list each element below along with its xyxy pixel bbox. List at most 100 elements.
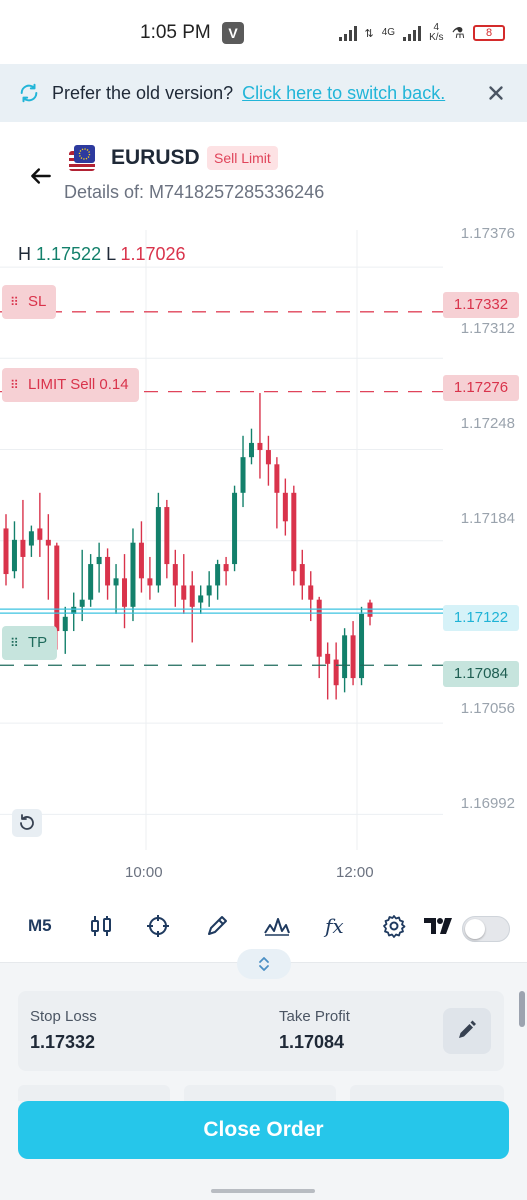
reset-chart-button[interactable]: [12, 809, 42, 837]
take-profit-value: 1.17084: [279, 1032, 345, 1052]
price-axis-label: 1.17248: [460, 415, 515, 432]
candle-body: [240, 457, 246, 493]
current-price-tag: 1.17122: [443, 605, 519, 631]
switch-back-link[interactable]: Click here to switch back.: [242, 83, 446, 103]
stop-loss-value: 1.17332: [30, 1032, 96, 1052]
candle-body: [325, 653, 331, 664]
candle-body: [181, 585, 187, 600]
take-profit-label: Take Profit: [279, 1008, 350, 1025]
candle-body: [164, 507, 170, 565]
timeframe-button[interactable]: M5: [28, 916, 52, 935]
candle-body: [282, 492, 288, 522]
candle-body: [333, 659, 339, 686]
chart-canvas[interactable]: [0, 222, 527, 882]
candle-body: [45, 539, 51, 546]
indicators-icon[interactable]: [263, 912, 291, 940]
chart-toolbar: M5 fx: [0, 906, 527, 946]
candle-body: [274, 464, 280, 493]
signal-icon: [338, 25, 357, 41]
status-icons: ⇅ 4G 4 K/s ⚗ 8: [338, 18, 505, 48]
candle-body: [223, 564, 229, 572]
status-time: 1:05 PM: [140, 22, 211, 43]
network-type: 4G: [381, 27, 396, 38]
pencil-icon[interactable]: [204, 912, 230, 940]
tp-line-handle[interactable]: ⠿ TP: [2, 626, 58, 660]
signal-icon-2: [403, 25, 422, 41]
candle-body: [130, 542, 136, 607]
sl-label: SL: [28, 293, 47, 310]
battery-icon: 8: [473, 25, 505, 41]
candle-body: [62, 616, 68, 632]
order-type-badge: Sell Limit: [207, 146, 278, 170]
candle-body: [79, 599, 85, 607]
order-details: Details of: M7418257285336246: [64, 182, 325, 202]
collapsed-cards: [18, 1085, 504, 1101]
status-bar: 1:05 PM V ⇅ 4G 4 K/s ⚗ 8: [0, 0, 527, 64]
high-label: H: [18, 244, 31, 264]
price-axis-label: 1.17184: [460, 510, 515, 527]
close-order-button[interactable]: Close Order: [18, 1101, 509, 1159]
candle-body: [257, 442, 263, 451]
symbol-title: EURUSD: [111, 146, 200, 169]
expand-handle-button[interactable]: [237, 949, 291, 979]
candle-body: [248, 442, 254, 458]
drag-grip-icon: ⠿: [10, 636, 19, 650]
net-speed: 4 K/s: [429, 22, 444, 43]
scrollbar[interactable]: [519, 991, 525, 1027]
order-panel: Stop Loss 1.17332 Take Profit 1.17084 Cl…: [0, 949, 527, 1200]
candle-body: [198, 595, 204, 603]
candle-body: [3, 528, 9, 575]
candles-icon[interactable]: [88, 912, 114, 940]
candle-body: [206, 585, 212, 596]
data-arrows-icon: ⇅: [364, 27, 374, 40]
settings-icon[interactable]: [381, 912, 407, 940]
time-axis-label: 10:00: [125, 864, 163, 881]
drag-grip-icon: ⠿: [10, 378, 19, 392]
chart-toggle-switch[interactable]: [462, 916, 510, 942]
candle-body: [359, 613, 365, 679]
toggle-knob: [465, 919, 485, 939]
candle-body: [37, 528, 43, 540]
back-arrow-icon[interactable]: [28, 163, 54, 189]
candle-body: [105, 556, 111, 586]
edit-sl-tp-button[interactable]: [443, 1008, 491, 1054]
high-low-readout: H 1.17522 L 1.17026: [18, 244, 186, 265]
candle-body: [54, 545, 60, 632]
sl-price-tag: 1.17332: [443, 292, 519, 318]
candle-body: [189, 585, 195, 607]
candle-body: [342, 635, 348, 679]
candle-body: [88, 564, 94, 600]
candle-body: [96, 556, 102, 565]
flask-icon: ⚗: [451, 25, 465, 42]
switch-version-banner: Prefer the old version? Click here to sw…: [0, 64, 527, 122]
low-label: L: [106, 244, 116, 264]
tp-label: TP: [28, 634, 48, 651]
system-nav-bar: [0, 1175, 527, 1200]
candle-body: [291, 492, 297, 572]
price-axis-label: 1.17312: [460, 320, 515, 337]
sl-line-handle[interactable]: ⠿ SL: [2, 285, 57, 319]
tradingview-logo-icon: [423, 912, 455, 940]
price-axis-label: 1.16992: [460, 795, 515, 812]
expand-chevron-icon: [259, 957, 269, 971]
limit-label: LIMIT Sell 0.14: [28, 376, 129, 393]
sl-tp-card: Stop Loss 1.17332 Take Profit 1.17084: [18, 991, 504, 1071]
pencil-icon: [459, 1020, 476, 1038]
time-axis-label: 12:00: [336, 864, 374, 881]
home-gesture-pill[interactable]: [211, 1189, 315, 1193]
banner-message: Prefer the old version?: [52, 83, 234, 103]
candle-body: [122, 578, 128, 607]
candle-body: [20, 539, 26, 557]
stop-loss-label: Stop Loss: [30, 1008, 97, 1025]
crosshair-icon[interactable]: [145, 912, 171, 940]
price-axis-label: 1.17376: [460, 225, 515, 242]
eurusd-flag-icon: [69, 145, 95, 171]
limit-line-handle[interactable]: ⠿ LIMIT Sell 0.14: [2, 368, 139, 402]
price-chart[interactable]: H 1.17522 L 1.17026 ⠿ SL ⠿ LIMIT Sell 0.14…: [0, 222, 527, 882]
candle-body: [299, 564, 305, 586]
candle-body: [308, 585, 314, 600]
candle-body: [316, 599, 322, 657]
close-icon[interactable]: [485, 82, 507, 104]
reset-icon: [20, 814, 34, 830]
fx-icon[interactable]: fx: [325, 914, 344, 938]
